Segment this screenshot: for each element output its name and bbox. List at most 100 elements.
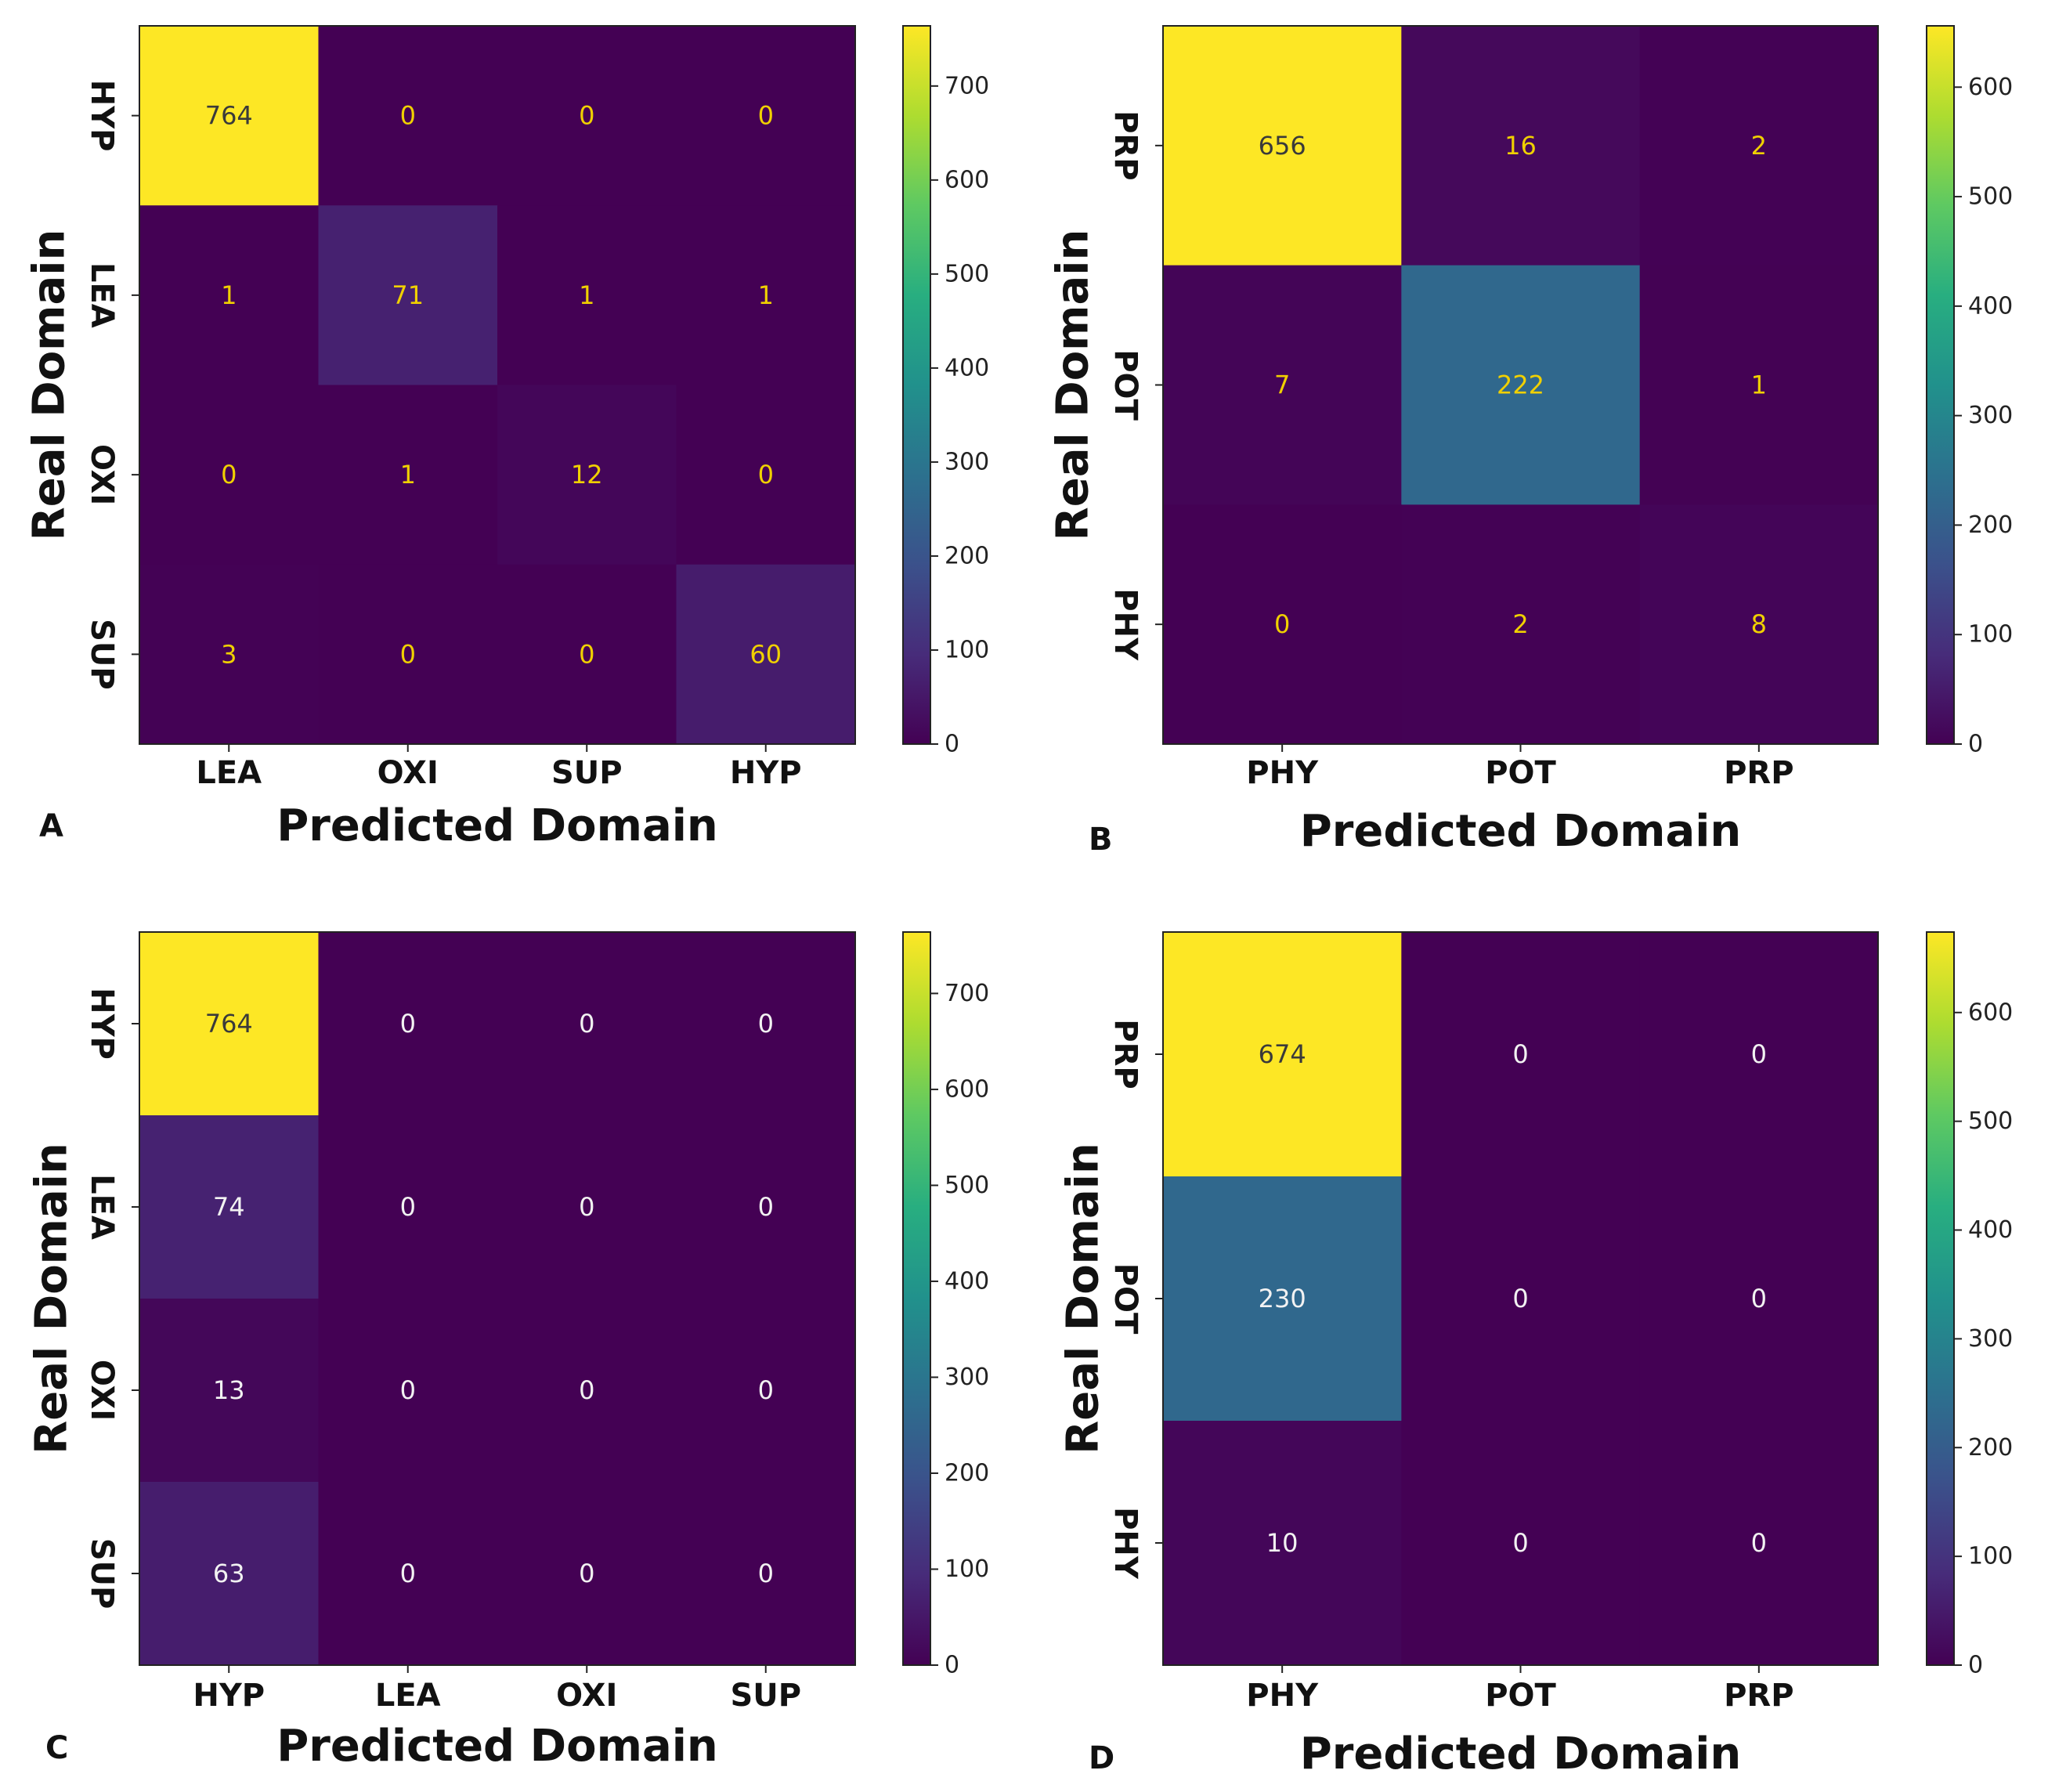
y-axis-title: Real Domain — [27, 1143, 78, 1454]
heatmap-cell — [676, 932, 856, 1116]
cell-value-label: 12 — [571, 460, 603, 490]
cell-value-label: 74 — [213, 1192, 245, 1222]
heatmap-cell — [497, 1299, 677, 1483]
x-tick-label: HYP — [193, 1678, 265, 1714]
x-tick-label: HYP — [730, 755, 802, 791]
panel-letter: B — [1089, 822, 1113, 858]
colorbar — [1926, 931, 1955, 1666]
heatmap-cell — [1639, 1421, 1879, 1666]
y-tick-label: PHY — [1107, 588, 1143, 661]
colorbar-tick-label: 300 — [945, 448, 989, 475]
heatmap-cell — [497, 26, 677, 206]
heatmap-cell — [318, 1482, 498, 1666]
heatmap-cell — [1401, 26, 1641, 266]
heatmap-cell — [1639, 1176, 1879, 1422]
panel-letter: A — [39, 808, 63, 844]
panel-b: 656 16 2 7 222 1 0 2 8 PHY POT PRP PRP POT PHY Predicte… — [1048, 25, 2013, 858]
colorbar-tick-label: 300 — [1968, 1325, 2013, 1353]
cell-value-label: 10 — [1266, 1528, 1299, 1558]
x-tick-label: PRP — [1724, 1678, 1793, 1714]
cell-value-label: 16 — [1504, 131, 1537, 161]
heatmap-cell — [676, 1115, 856, 1299]
y-tick-label: HYP — [84, 988, 120, 1060]
cell-value-label: 0 — [579, 1009, 594, 1039]
heatmap-cell — [318, 205, 498, 386]
colorbar-tick-label: 600 — [945, 1075, 989, 1103]
colorbar-tick-label: 400 — [945, 354, 989, 381]
colorbar-tick-label: 700 — [945, 72, 989, 99]
heatmap-cell — [497, 1115, 677, 1299]
cell-value-label: 71 — [392, 280, 424, 310]
x-tick-label: LEA — [375, 1678, 441, 1714]
colorbar-tick-label: 400 — [1968, 292, 2013, 320]
heatmap-cell — [318, 385, 498, 565]
cell-value-label: 0 — [400, 639, 416, 669]
y-tick-label: LEA — [84, 1174, 120, 1240]
cell-value-label: 0 — [221, 460, 237, 490]
colorbar-tick-label: 200 — [1968, 1434, 2013, 1461]
heatmap-cell — [676, 205, 856, 386]
heatmap-cell — [1401, 1421, 1641, 1666]
heatmap-cell — [139, 1482, 320, 1666]
y-axis-title: Real Domain — [24, 229, 75, 541]
colorbar-tick-label: 100 — [945, 636, 989, 663]
cell-value-label: 0 — [758, 101, 774, 131]
y-tick-label: OXI — [84, 444, 120, 505]
colorbar-tick-label: 600 — [1968, 74, 2013, 101]
y-axis-title: Real Domain — [1058, 1143, 1109, 1454]
x-axis-title: Predicted Domain — [1300, 1729, 1742, 1779]
heatmap-cell — [1639, 504, 1879, 745]
heatmap-cell — [676, 26, 856, 206]
cell-value-label: 0 — [758, 1192, 774, 1222]
cell-value-label: 0 — [400, 101, 416, 131]
heatmap-cell — [1163, 1421, 1402, 1666]
colorbar-tick-label: 100 — [945, 1555, 989, 1583]
cell-value-label: 674 — [1259, 1039, 1306, 1069]
colorbar-tick-label: 100 — [1968, 1543, 2013, 1570]
x-tick-label: OXI — [556, 1678, 617, 1714]
heatmap-cell — [1401, 504, 1641, 745]
cell-value-label: 764 — [205, 1009, 253, 1039]
heatmap-cell — [497, 932, 677, 1116]
x-tick-label: SUP — [551, 755, 623, 791]
heatmap-cell — [318, 932, 498, 1116]
colorbar-tick-label: 400 — [945, 1267, 989, 1295]
cell-value-label: 60 — [749, 639, 782, 669]
heatmap-cell — [139, 1299, 320, 1483]
cell-value-label: 7 — [1274, 370, 1290, 400]
heatmap-cell — [1163, 1176, 1402, 1422]
x-axis-title: Predicted Domain — [276, 1721, 718, 1772]
heatmap-cell — [497, 564, 677, 745]
cell-value-label: 1 — [579, 280, 594, 310]
cell-value-label: 2 — [1751, 131, 1767, 161]
heatmap-cell — [1639, 265, 1879, 505]
matrix-frame — [139, 25, 856, 745]
colorbar-tick-label: 0 — [945, 731, 959, 758]
colorbar-tick-label: 500 — [1968, 183, 2013, 211]
panel-letter: C — [45, 1730, 68, 1766]
heatmap-cell — [139, 564, 320, 745]
heatmap-cell — [676, 564, 856, 745]
heatmap-cell — [318, 1299, 498, 1483]
heatmap-cell — [1639, 26, 1879, 266]
heatmap-cell — [1163, 504, 1402, 745]
y-tick-label: PRP — [1107, 1019, 1143, 1089]
x-tick-label: SUP — [730, 1678, 801, 1714]
heatmap-cell — [497, 205, 677, 386]
cell-value-label: 0 — [1512, 1528, 1528, 1558]
heatmap-cell — [676, 385, 856, 565]
cell-value-label: 0 — [758, 1009, 774, 1039]
matrix-frame — [139, 931, 856, 1666]
colorbar-tick-label: 700 — [945, 980, 989, 1007]
cell-value-label: 0 — [579, 639, 594, 669]
colorbar-tick-label: 200 — [1968, 511, 2013, 539]
colorbar-tick-label: 200 — [945, 542, 989, 569]
y-tick-label: HYP — [84, 80, 120, 152]
y-axis-title: Real Domain — [1048, 229, 1099, 541]
panel-letter: D — [1089, 1740, 1114, 1776]
colorbar-tick-label: 100 — [1968, 621, 2013, 649]
cell-value-label: 0 — [1274, 609, 1290, 639]
heatmap-cell — [139, 205, 320, 386]
